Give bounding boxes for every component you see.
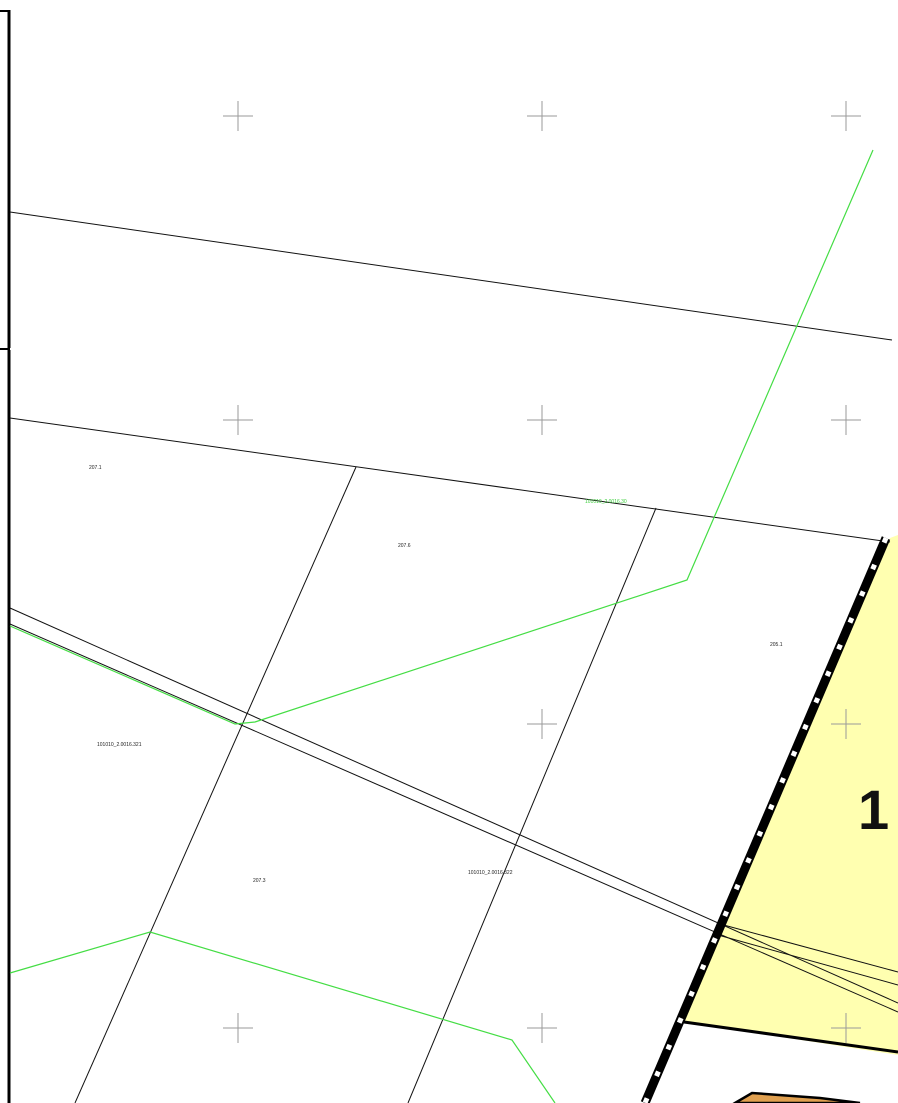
dashed-zone-boundary-base [640, 536, 891, 1103]
parcel-label: 207.6 [398, 543, 411, 549]
parcel-label: 101010_2.0016.322 [468, 870, 513, 876]
parcel-label: 207.1 [89, 465, 102, 471]
orange-feature[interactable] [732, 1091, 861, 1103]
yellow-zone-area[interactable] [684, 535, 898, 1055]
green-line[interactable] [9, 149, 874, 1103]
zone-number-label: 1 [858, 778, 889, 841]
parcel-label: 101010_2.0016.321 [97, 742, 142, 748]
grid-crosses [223, 101, 861, 1043]
zone-bottom-border [683, 1020, 898, 1054]
parcel-boundaries [9, 211, 898, 1103]
parcel-label: 207.3 [253, 878, 266, 884]
green-line-label: 101010_2.0016.30 [585, 499, 627, 505]
parcel-label: 205.1 [770, 642, 783, 648]
